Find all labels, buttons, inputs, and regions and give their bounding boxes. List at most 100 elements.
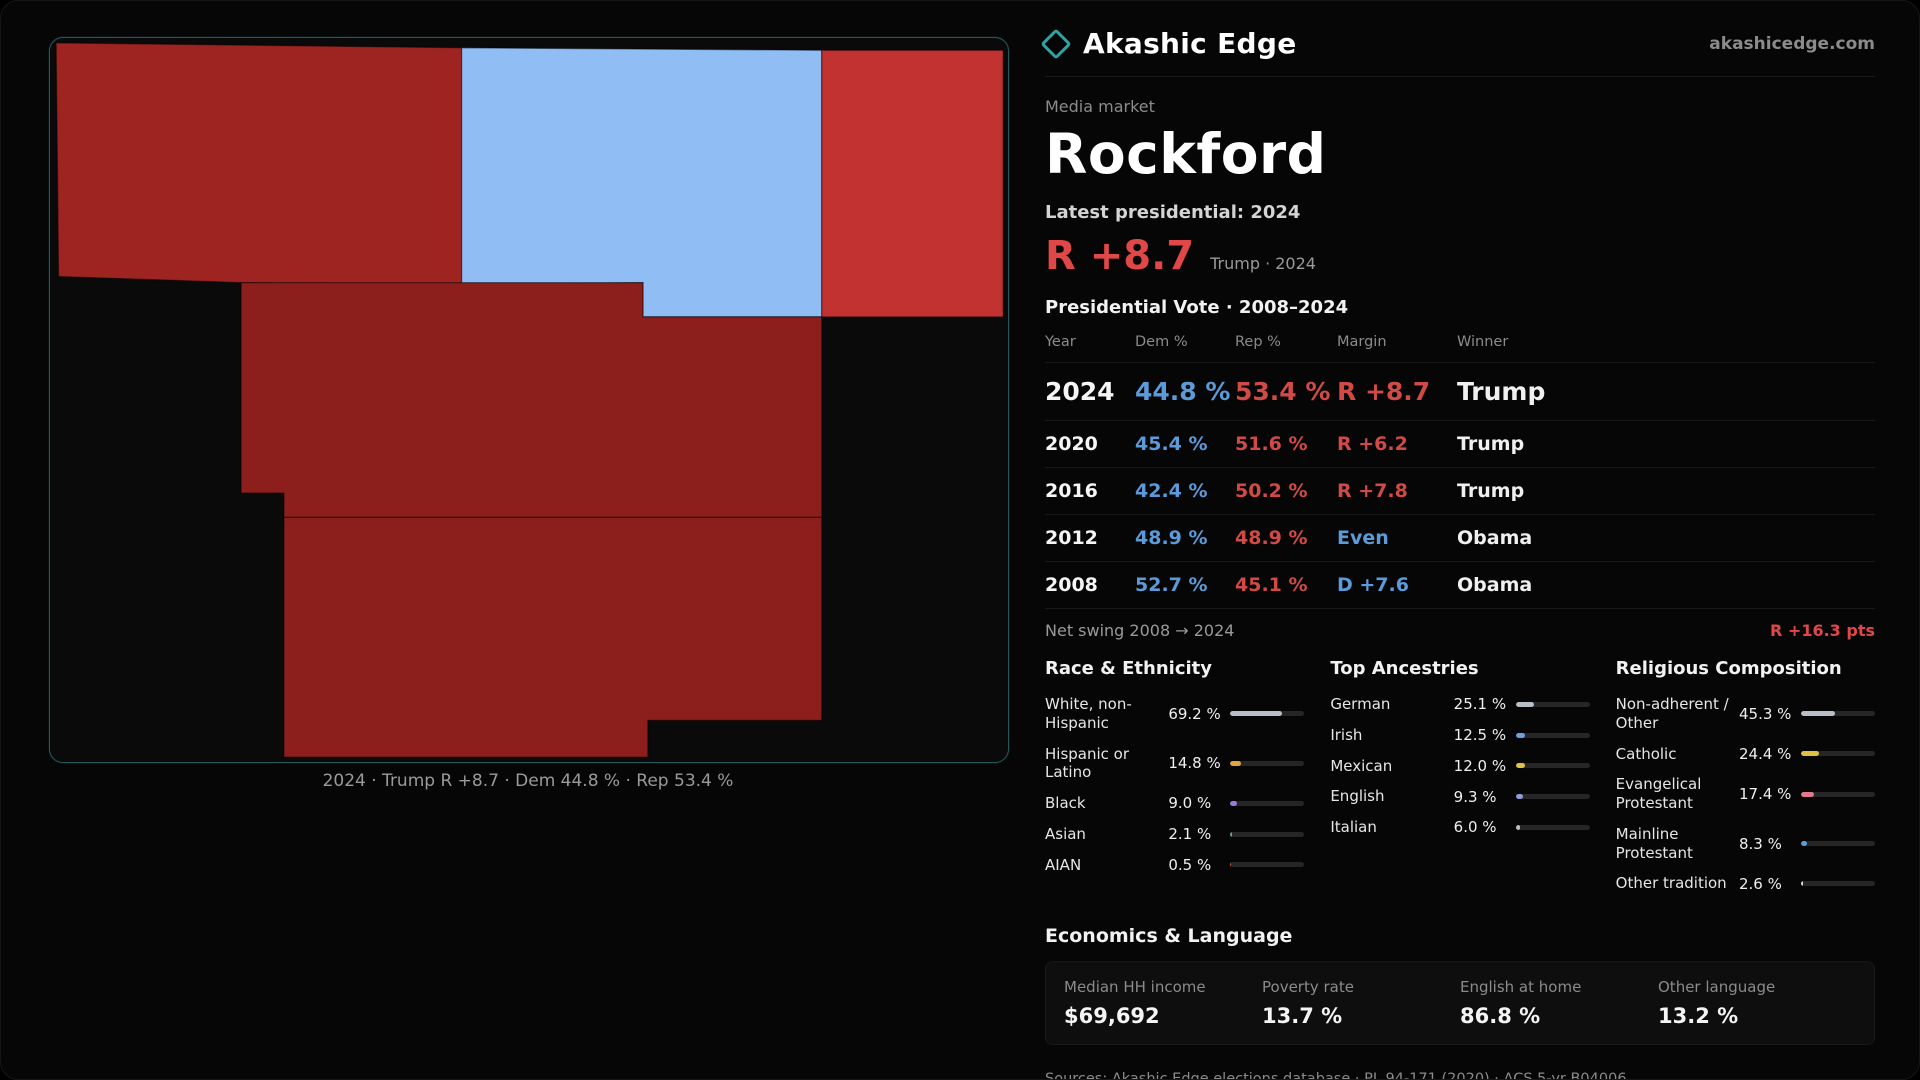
demographic-bar-fill (1515, 824, 1521, 830)
vote-rep-share: 45.1 % (1235, 574, 1308, 596)
demographic-row: Irish 12.5 % (1330, 720, 1590, 751)
vote-rep-share: 51.6 % (1235, 433, 1308, 455)
brand: Akashic Edge (1040, 27, 1297, 60)
demographic-value: 25.1 % (1453, 695, 1507, 714)
demographic-row: Evangelical Protestant 17.4 % (1616, 769, 1875, 819)
economics-stat: Other language 13.2 % (1658, 978, 1856, 1028)
vote-margin: R +6.2 (1337, 433, 1408, 455)
demographic-label: Irish (1330, 725, 1363, 744)
economics-stat: English at home 86.8 % (1460, 978, 1658, 1028)
demographic-row: Other tradition 2.6 % (1616, 868, 1875, 899)
demographic-bar-fill (1801, 841, 1808, 846)
demographic-bar-track (1515, 763, 1590, 769)
demographic-value: 12.5 % (1453, 726, 1507, 745)
demographic-label: Hispanic or Latino (1045, 744, 1130, 782)
map-region-northeast (821, 49, 1004, 318)
demographics-group-title: Race & Ethnicity (1045, 658, 1212, 679)
demographic-value: 6.0 % (1453, 818, 1497, 837)
map-caption: 2024 · Trump R +8.7 · Dem 44.8 % · Rep 5… (322, 771, 734, 791)
demographic-bar-track (1801, 791, 1875, 797)
demographics-group-title: Top Ancestries (1330, 658, 1479, 679)
demographic-bar-track (1801, 711, 1875, 717)
demographic-row: Italian 6.0 % (1330, 812, 1590, 843)
stat-label: Poverty rate (1262, 978, 1354, 996)
demographic-row: AIAN 0.5 % (1045, 850, 1305, 881)
brand-site-link[interactable]: akashicedge.com (1709, 33, 1875, 54)
demographic-row: Hispanic or Latino 14.8 % (1045, 739, 1305, 789)
vote-rep-share: 48.9 % (1235, 527, 1308, 549)
demographic-label: English (1330, 787, 1385, 806)
demographic-label: Other tradition (1615, 874, 1727, 893)
page-title: Rockford (1045, 122, 1327, 186)
demographic-bar-fill (1230, 760, 1242, 766)
demographic-bar-fill (1801, 881, 1803, 887)
vote-winner: Trump (1457, 433, 1525, 455)
demographic-label: Black (1045, 794, 1086, 812)
demographic-label: German (1330, 695, 1391, 713)
stat-value: $69,692 (1064, 1004, 1160, 1028)
demographic-row: Non-adherent / Other 45.3 % (1616, 689, 1875, 739)
vote-year: 2020 (1045, 433, 1098, 455)
demographic-value: 8.3 % (1739, 834, 1782, 853)
vote-winner: Obama (1457, 527, 1533, 549)
demographic-row: Mainline Protestant 8.3 % (1616, 819, 1875, 869)
demographic-bar-track (1515, 701, 1590, 707)
demographic-value: 45.3 % (1739, 704, 1792, 723)
vote-table-title: Presidential Vote · 2008–2024 (1045, 297, 1349, 318)
latest-presidential-label: Latest presidential: 2024 (1045, 202, 1301, 223)
headline-margin-value: R +8.7 (1045, 233, 1195, 279)
brand-name: Akashic Edge (1083, 27, 1297, 60)
demographic-bar-track (1801, 881, 1875, 887)
headline-margin-row: R +8.7 Trump · 2024 (1045, 233, 1875, 279)
demographics-grid: Race & Ethnicity White, non-Hispanic 69.2 … (1045, 658, 1875, 899)
vote-year: 2008 (1045, 574, 1098, 596)
vote-dem-share: 45.4 % (1135, 433, 1208, 455)
demographic-bar-track (1515, 824, 1590, 830)
demographic-value: 12.0 % (1453, 756, 1507, 775)
demographic-label: AIAN (1045, 855, 1082, 874)
demographic-row: Catholic 24.4 % (1616, 739, 1875, 770)
demographic-row: English 9.3 % (1330, 781, 1590, 812)
vote-table-header: Year Dem % Rep % Margin Winner (1045, 334, 1875, 362)
demographic-row: German 25.1 % (1330, 689, 1590, 720)
demographic-row: Black 9.0 % (1045, 788, 1305, 819)
demographic-value: 24.4 % (1739, 744, 1792, 763)
county-map-svg (55, 42, 1004, 758)
demographic-bar-fill (1515, 794, 1523, 800)
demographic-bar-track (1230, 800, 1305, 806)
vote-dem-share: 48.9 % (1135, 527, 1208, 549)
vote-dem-share: 42.4 % (1135, 480, 1208, 502)
demographic-bar-track (1801, 841, 1875, 846)
demographic-value: 17.4 % (1739, 785, 1792, 803)
col-year: Year (1045, 334, 1076, 350)
economics-stat: Poverty rate 13.7 % (1262, 978, 1460, 1028)
demographic-bar-fill (1515, 732, 1525, 738)
demographic-value: 14.8 % (1168, 754, 1221, 773)
stat-value: 13.7 % (1262, 1004, 1343, 1028)
demographic-bar-fill (1230, 862, 1232, 868)
demographic-label: Catholic (1615, 744, 1677, 763)
col-margin: Margin (1337, 334, 1387, 350)
net-swing-row: Net swing 2008 → 2024 R +16.3 pts (1045, 608, 1875, 640)
demographic-bar-fill (1515, 701, 1535, 707)
demographics-group: Religious Composition Non-adherent / Othe… (1616, 658, 1875, 899)
demographic-value: 2.1 % (1168, 825, 1212, 844)
stat-label: Other language (1658, 978, 1776, 996)
demographic-row: Mexican 12.0 % (1330, 751, 1590, 782)
vote-table-row: 2016 42.4 % 50.2 % R +7.8 Trump (1045, 467, 1875, 514)
vote-table-body: 2024 44.8 % 53.4 % R +8.7 Trump 2020 45.4 % 51.… (1045, 362, 1875, 608)
net-swing-value: R +16.3 pts (1770, 621, 1875, 640)
demographic-value: 0.5 % (1168, 855, 1212, 874)
vote-margin: Even (1337, 527, 1389, 549)
map-region-central (240, 281, 823, 519)
vote-margin: R +8.7 (1337, 377, 1431, 406)
vote-winner: Trump (1457, 480, 1525, 502)
stat-value: 86.8 % (1460, 1004, 1541, 1028)
demographic-label: Mainline Protestant (1615, 824, 1693, 862)
demographic-value: 69.2 % (1168, 704, 1221, 723)
map-region-north-central (461, 47, 823, 318)
col-winner: Winner (1457, 334, 1509, 350)
demographic-row: White, non-Hispanic 69.2 % (1045, 689, 1305, 739)
header: Akashic Edge akashicedge.com (1040, 27, 1875, 77)
